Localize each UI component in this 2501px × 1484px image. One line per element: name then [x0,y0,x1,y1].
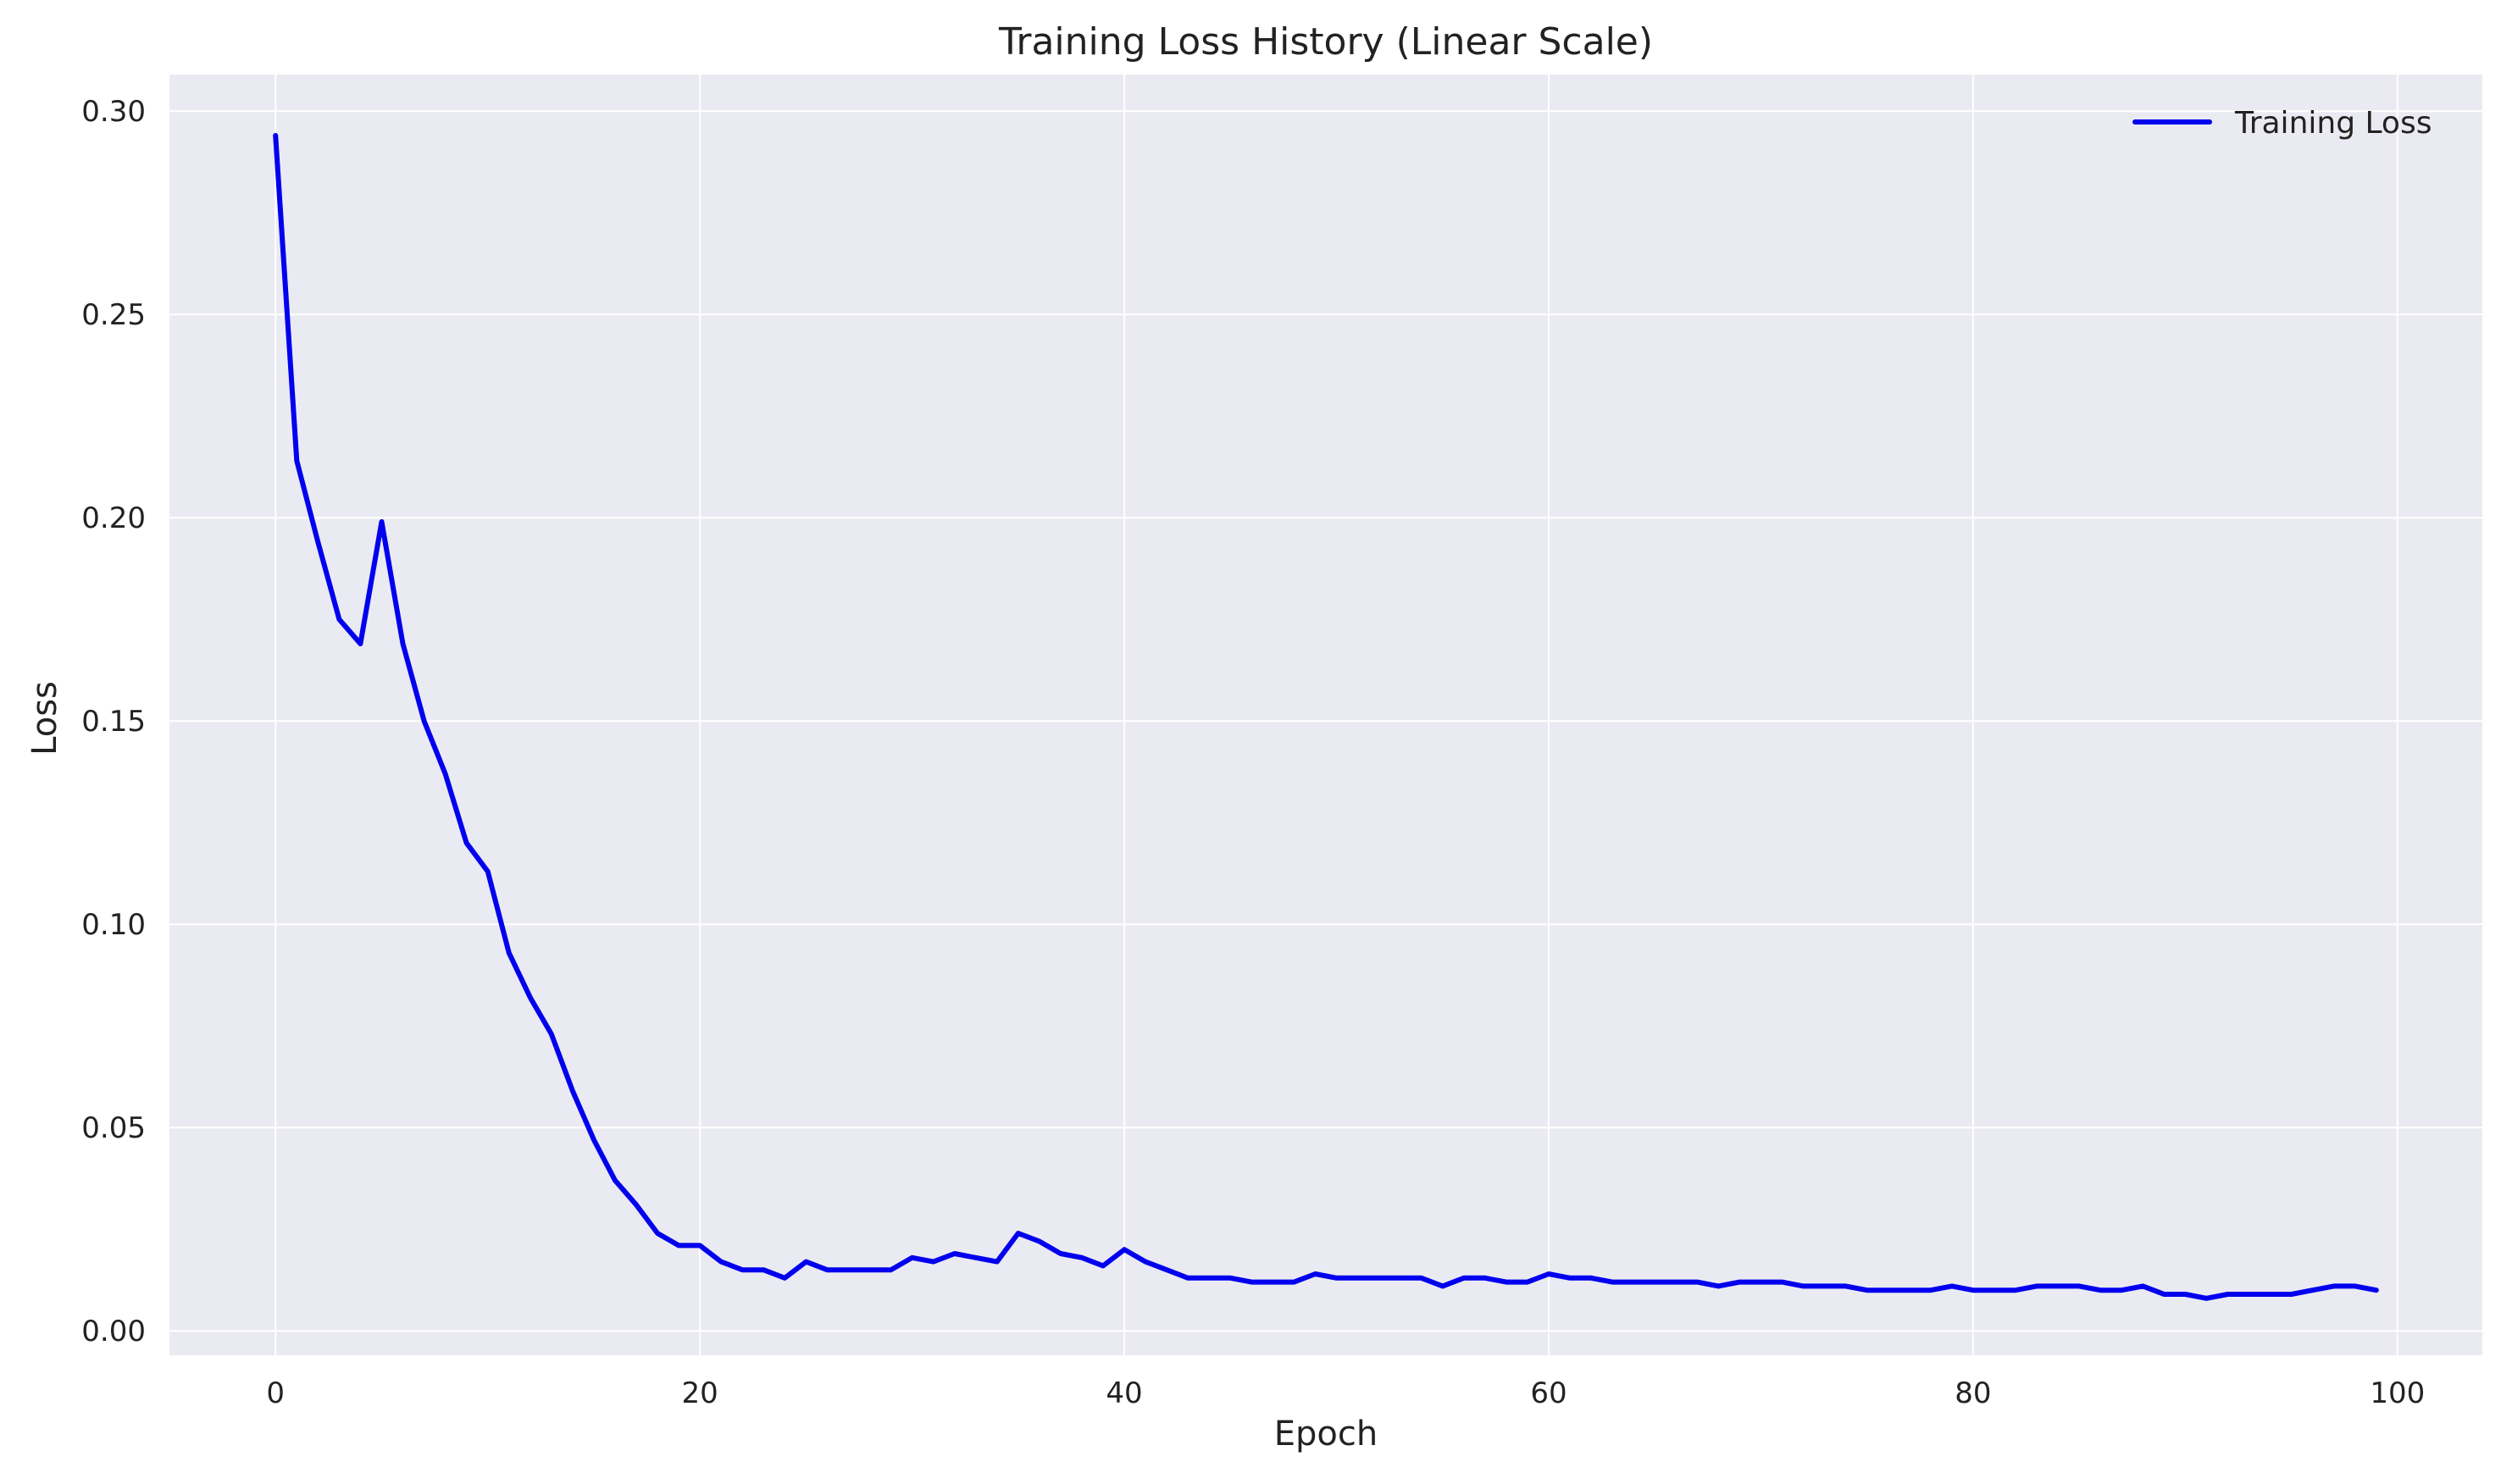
series-layer [273,133,2379,1301]
x-tick-label: 100 [2370,1376,2425,1410]
y-tick-label: 0.25 [81,298,146,332]
chart-title: Training Loss History (Linear Scale) [998,20,1653,64]
x-axis-ticks: 0 20 40 60 80 100 [266,1376,2425,1410]
y-axis-ticks: 0.00 0.05 0.10 0.15 0.20 0.25 0.30 [81,95,146,1348]
y-tick-label: 0.05 [81,1111,146,1145]
y-axis-label: Loss [25,681,64,756]
y-tick-label: 0.00 [81,1315,146,1348]
legend: Training Loss [2132,106,2432,141]
y-tick-label: 0.15 [81,705,146,739]
grid-lines [169,75,2482,1355]
x-tick-label: 60 [1530,1376,1567,1410]
series-line-training-loss [273,133,2379,1301]
plot-background [169,75,2482,1355]
x-tick-label: 0 [266,1376,285,1410]
y-tick-label: 0.20 [81,501,146,535]
x-axis-label: Epoch [1274,1415,1378,1454]
x-tick-label: 20 [682,1376,718,1410]
y-tick-label: 0.30 [81,95,146,129]
x-tick-label: 40 [1106,1376,1142,1410]
legend-label-training-loss: Training Loss [2234,106,2432,141]
x-tick-label: 80 [1955,1376,1991,1410]
y-tick-label: 0.10 [81,908,146,942]
